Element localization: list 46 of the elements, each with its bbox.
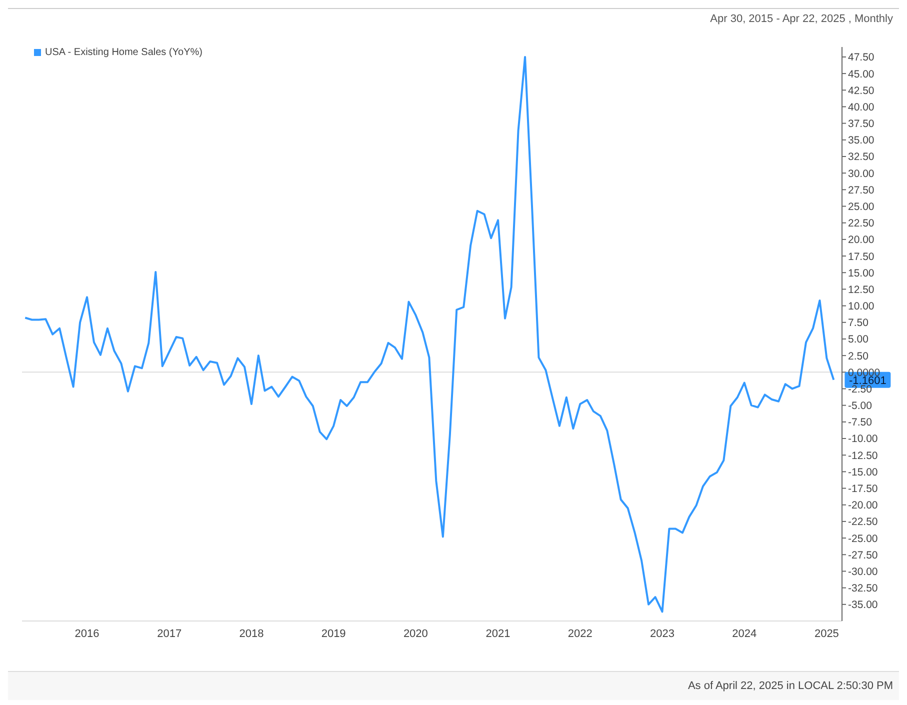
y-tick-label: -12.50 — [848, 450, 878, 462]
y-tick-label: -30.00 — [848, 566, 878, 578]
legend-label: USA - Existing Home Sales (YoY%) — [45, 47, 202, 58]
y-tick-label: -32.50 — [848, 582, 878, 595]
x-tick-label: 2022 — [568, 628, 592, 640]
x-tick-label: 2023 — [650, 628, 674, 640]
y-tick-label: 35.00 — [848, 134, 874, 147]
y-tick-label: 2.50 — [848, 350, 869, 362]
y-tick-label: 10.00 — [848, 300, 874, 313]
y-tick-label: 20.00 — [848, 234, 874, 246]
y-tick-label: -25.00 — [848, 532, 878, 545]
x-tick-label: 2018 — [239, 628, 264, 640]
x-tick-label: 2024 — [732, 628, 757, 640]
y-tick-label: 47.50 — [848, 52, 874, 64]
y-tick-label: 37.50 — [848, 118, 874, 130]
y-tick-label: -17.50 — [848, 483, 878, 496]
y-tick-label: 7.50 — [848, 317, 869, 330]
x-tick-label: 2021 — [486, 628, 510, 640]
x-tick-label: 2025 — [814, 628, 839, 640]
chart-subtitle: Apr 30, 2015 - Apr 22, 2025 , Monthly — [710, 13, 893, 25]
y-tick-label: 45.00 — [848, 68, 874, 80]
y-tick-label: -7.50 — [848, 416, 872, 429]
y-tick-label: -15.00 — [848, 466, 878, 478]
y-tick-label: -27.50 — [848, 549, 878, 562]
y-tick-label: 27.50 — [848, 184, 874, 196]
x-tick-label: 2017 — [157, 628, 182, 640]
x-tick-label: 2020 — [403, 628, 428, 640]
y-tick-label: 30.00 — [848, 168, 874, 180]
y-tick-label: 40.00 — [848, 101, 874, 114]
y-tick-label: 25.00 — [848, 200, 874, 213]
text: As of April 22, 2025 in LOCAL 2:50:30 PM — [688, 680, 893, 692]
y-tick-label: 15.00 — [848, 267, 874, 280]
y-tick-label: -35.00 — [848, 599, 878, 612]
y-tick-label: 12.50 — [848, 284, 874, 296]
y-tick-label: 17.50 — [848, 250, 874, 263]
line-series — [24, 56, 835, 613]
y-tick-label: 5.00 — [848, 334, 869, 346]
y-tick-label: -20.00 — [848, 500, 878, 512]
y-tick-label: -10.00 — [848, 433, 878, 446]
x-tick-label: 2016 — [74, 628, 100, 640]
y-tick-label: -5.00 — [848, 400, 872, 412]
x-tick-label: 2019 — [321, 628, 346, 640]
y-tick-label: -22.50 — [848, 516, 878, 528]
y-tick-label: 22.50 — [848, 218, 874, 230]
y-tick-label: 42.50 — [848, 84, 874, 97]
y-tick-label: 32.50 — [848, 151, 874, 164]
